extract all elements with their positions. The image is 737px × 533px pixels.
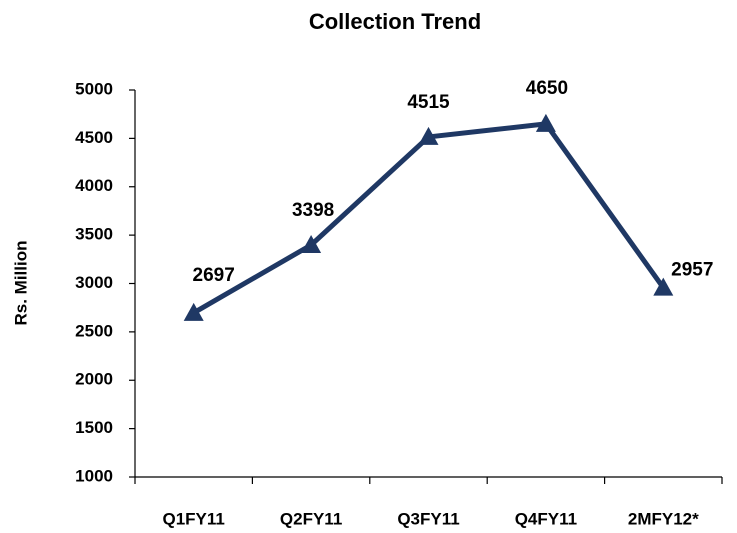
y-tick-label: 4000: [75, 176, 113, 195]
data-label: 2697: [193, 265, 235, 286]
x-tick-label: Q1FY11: [163, 509, 225, 528]
y-tick-label: 3500: [75, 225, 113, 244]
data-label: 3398: [292, 200, 334, 221]
x-tick-label: 2MFY12*: [628, 509, 699, 528]
marker: [183, 302, 204, 321]
y-tick-label: 2500: [75, 321, 113, 340]
data-label: 4650: [526, 78, 568, 99]
x-tick-label: Q4FY11: [515, 509, 577, 528]
y-axis-title: Rs. Million: [11, 241, 30, 326]
x-tick-label: Q2FY11: [280, 509, 342, 528]
x-tick-label: Q3FY11: [397, 509, 459, 528]
marker: [301, 234, 322, 253]
y-tick-label: 2000: [75, 370, 113, 389]
y-tick-label: 1000: [75, 466, 113, 485]
line: [192, 121, 666, 315]
marker: [418, 126, 439, 145]
y-tick-label: 5000: [75, 79, 113, 98]
data-label: 4515: [407, 92, 450, 113]
y-tick-label: 1500: [75, 418, 113, 437]
marker: [535, 113, 556, 132]
marker: [653, 277, 674, 296]
y-tick-label: 4500: [75, 128, 113, 147]
chart-title: Collection Trend: [309, 9, 481, 34]
data-label: 2957: [671, 260, 713, 281]
y-tick-label: 3000: [75, 273, 113, 292]
